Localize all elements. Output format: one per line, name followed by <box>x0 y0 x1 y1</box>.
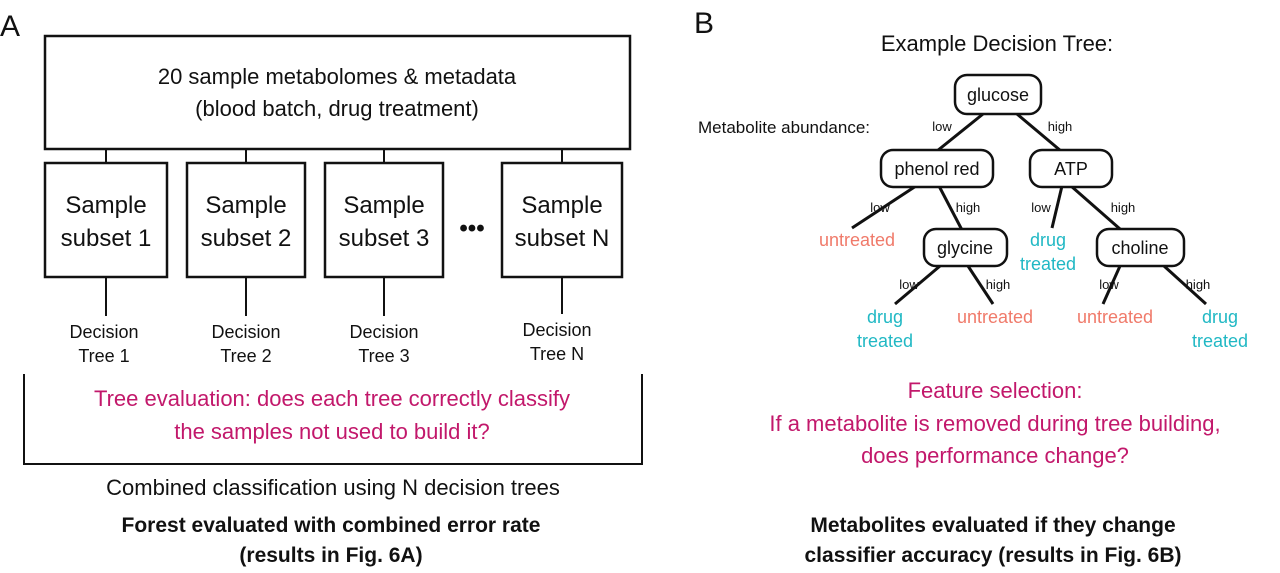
leaf-untreated: untreated <box>957 307 1033 327</box>
panel-a-result-line2: (results in Fig. 6A) <box>239 544 422 567</box>
edge-glycine-untreated <box>966 265 995 305</box>
edge-label-low: low <box>1031 200 1051 215</box>
leaf-drug-line1: drug <box>867 307 903 327</box>
subset-2-line1: Sample <box>205 192 286 219</box>
leaf-drug-line2: treated <box>1020 254 1076 274</box>
evaluation-bracket <box>23 374 643 465</box>
top-box-line2: (blood batch, drug treatment) <box>195 96 479 121</box>
panel-b-label: B <box>694 7 714 40</box>
tree-2-line1: Decision <box>211 322 280 342</box>
edge-choline-drug <box>1162 264 1208 306</box>
node-glycine-label: glycine <box>937 238 993 258</box>
subset-box-3 <box>323 161 445 279</box>
evaluation-line2: the samples not used to build it? <box>174 419 490 444</box>
edge-label-high: high <box>986 277 1011 292</box>
edge-phenol-untreated <box>851 184 917 230</box>
top-box-line1: 20 sample metabolomes & metadata <box>158 64 517 89</box>
subset-box-2 <box>185 161 307 279</box>
leaf-untreated: untreated <box>819 230 895 250</box>
panel-b-result-line1: Metabolites evaluated if they change <box>810 514 1175 537</box>
subset-box-1 <box>43 161 169 279</box>
edge-glucose-atp <box>1016 112 1062 153</box>
node-phenol-red <box>879 148 995 189</box>
node-glucose <box>953 73 1043 116</box>
leaf-drug-line2: treated <box>857 331 913 351</box>
tree-1-line1: Decision <box>69 322 138 342</box>
subset-1-line2: subset 1 <box>61 225 152 252</box>
feature-line3: does performance change? <box>861 443 1129 468</box>
tree-n-line1: Decision <box>522 320 591 340</box>
subset-box-n <box>500 161 624 279</box>
edge-label-high: high <box>1111 200 1136 215</box>
feature-line1: Feature selection: <box>908 378 1083 403</box>
tree-2-line2: Tree 2 <box>220 346 271 366</box>
combined-classification: Combined classification using N decision… <box>106 475 560 500</box>
tree-n-line2: Tree N <box>530 344 584 364</box>
edge-choline-untreated <box>1101 265 1122 305</box>
edge-atp-choline <box>1070 184 1121 231</box>
node-glycine <box>922 227 1009 268</box>
subset-3-line2: subset 3 <box>339 225 430 252</box>
node-atp <box>1028 148 1114 189</box>
ellipsis: ••• <box>459 215 484 242</box>
edge-glucose-phenol <box>936 112 984 153</box>
edge-label-high: high <box>956 200 981 215</box>
edge-atp-drug <box>1050 185 1064 229</box>
node-glucose-label: glucose <box>967 85 1029 105</box>
node-phenol-red-label: phenol red <box>894 159 979 179</box>
tree-title: Example Decision Tree: <box>881 31 1113 56</box>
subset-2-line2: subset 2 <box>201 225 292 252</box>
subset-n-line2: subset N <box>515 225 610 252</box>
edge-label-high: high <box>1048 119 1073 134</box>
edge-glycine-drug <box>894 264 941 306</box>
node-choline-label: choline <box>1111 238 1168 258</box>
leaf-drug-line1: drug <box>1202 307 1238 327</box>
feature-line2: If a metabolite is removed during tree b… <box>769 411 1220 436</box>
leaf-drug-line2: treated <box>1192 331 1248 351</box>
edge-label-low: low <box>870 200 890 215</box>
panel-b-result-line2: classifier accuracy (results in Fig. 6B) <box>805 544 1182 567</box>
tree-3-line1: Decision <box>349 322 418 342</box>
subset-1-line1: Sample <box>65 192 146 219</box>
node-choline <box>1095 227 1186 268</box>
subset-3-line1: Sample <box>343 192 424 219</box>
leaf-drug-line1: drug <box>1030 230 1066 250</box>
panel-a-label: A <box>0 10 20 43</box>
subset-n-line1: Sample <box>521 192 602 219</box>
top-box <box>43 34 632 151</box>
tree-3-line2: Tree 3 <box>358 346 409 366</box>
edge-phenol-glycine <box>937 185 964 231</box>
tree-1-line2: Tree 1 <box>78 346 129 366</box>
edge-label-low: low <box>932 119 952 134</box>
metabolite-abundance-label: Metabolite abundance: <box>698 118 870 137</box>
leaf-untreated: untreated <box>1077 307 1153 327</box>
node-atp-label: ATP <box>1054 159 1088 179</box>
evaluation-line1: Tree evaluation: does each tree correctl… <box>94 386 570 411</box>
edge-label-high: high <box>1186 277 1211 292</box>
edge-label-low: low <box>1099 277 1119 292</box>
edge-label-low: low <box>899 277 919 292</box>
panel-a-result-line1: Forest evaluated with combined error rat… <box>122 514 541 537</box>
